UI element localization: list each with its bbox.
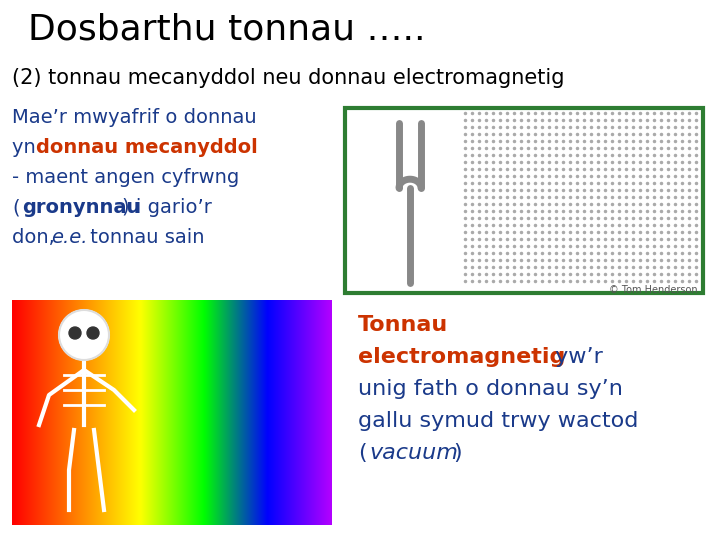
Text: © Tom Henderson: © Tom Henderson xyxy=(609,285,698,295)
Text: unig fath o donnau sy’n: unig fath o donnau sy’n xyxy=(358,379,623,399)
Text: yw’r: yw’r xyxy=(548,347,603,367)
Text: donnau mecanyddol: donnau mecanyddol xyxy=(36,138,258,157)
Text: tonnau sain: tonnau sain xyxy=(84,228,204,247)
Text: - maent angen cyfrwng: - maent angen cyfrwng xyxy=(12,168,239,187)
Text: ): ) xyxy=(453,443,462,463)
Text: gronynnau: gronynnau xyxy=(22,198,140,217)
Text: gallu symud trwy wactod: gallu symud trwy wactod xyxy=(358,411,639,431)
Text: (: ( xyxy=(358,443,366,463)
Text: ) i gario’r: ) i gario’r xyxy=(122,198,212,217)
Circle shape xyxy=(59,310,109,360)
Circle shape xyxy=(87,327,99,339)
Bar xyxy=(12,300,156,525)
Text: electromagnetig: electromagnetig xyxy=(358,347,565,367)
FancyBboxPatch shape xyxy=(345,108,703,293)
Text: don,: don, xyxy=(12,228,61,247)
Circle shape xyxy=(69,327,81,339)
Text: (2) tonnau mecanyddol neu donnau electromagnetig: (2) tonnau mecanyddol neu donnau electro… xyxy=(12,68,564,88)
Text: vacuum: vacuum xyxy=(369,443,458,463)
Text: (: ( xyxy=(12,198,19,217)
Text: Dosbarthu tonnau …..: Dosbarthu tonnau ….. xyxy=(28,12,426,46)
Text: Mae’r mwyafrif o donnau: Mae’r mwyafrif o donnau xyxy=(12,108,256,127)
Text: yn: yn xyxy=(12,138,42,157)
Text: Tonnau: Tonnau xyxy=(358,315,449,335)
Text: e.e.: e.e. xyxy=(51,228,88,247)
